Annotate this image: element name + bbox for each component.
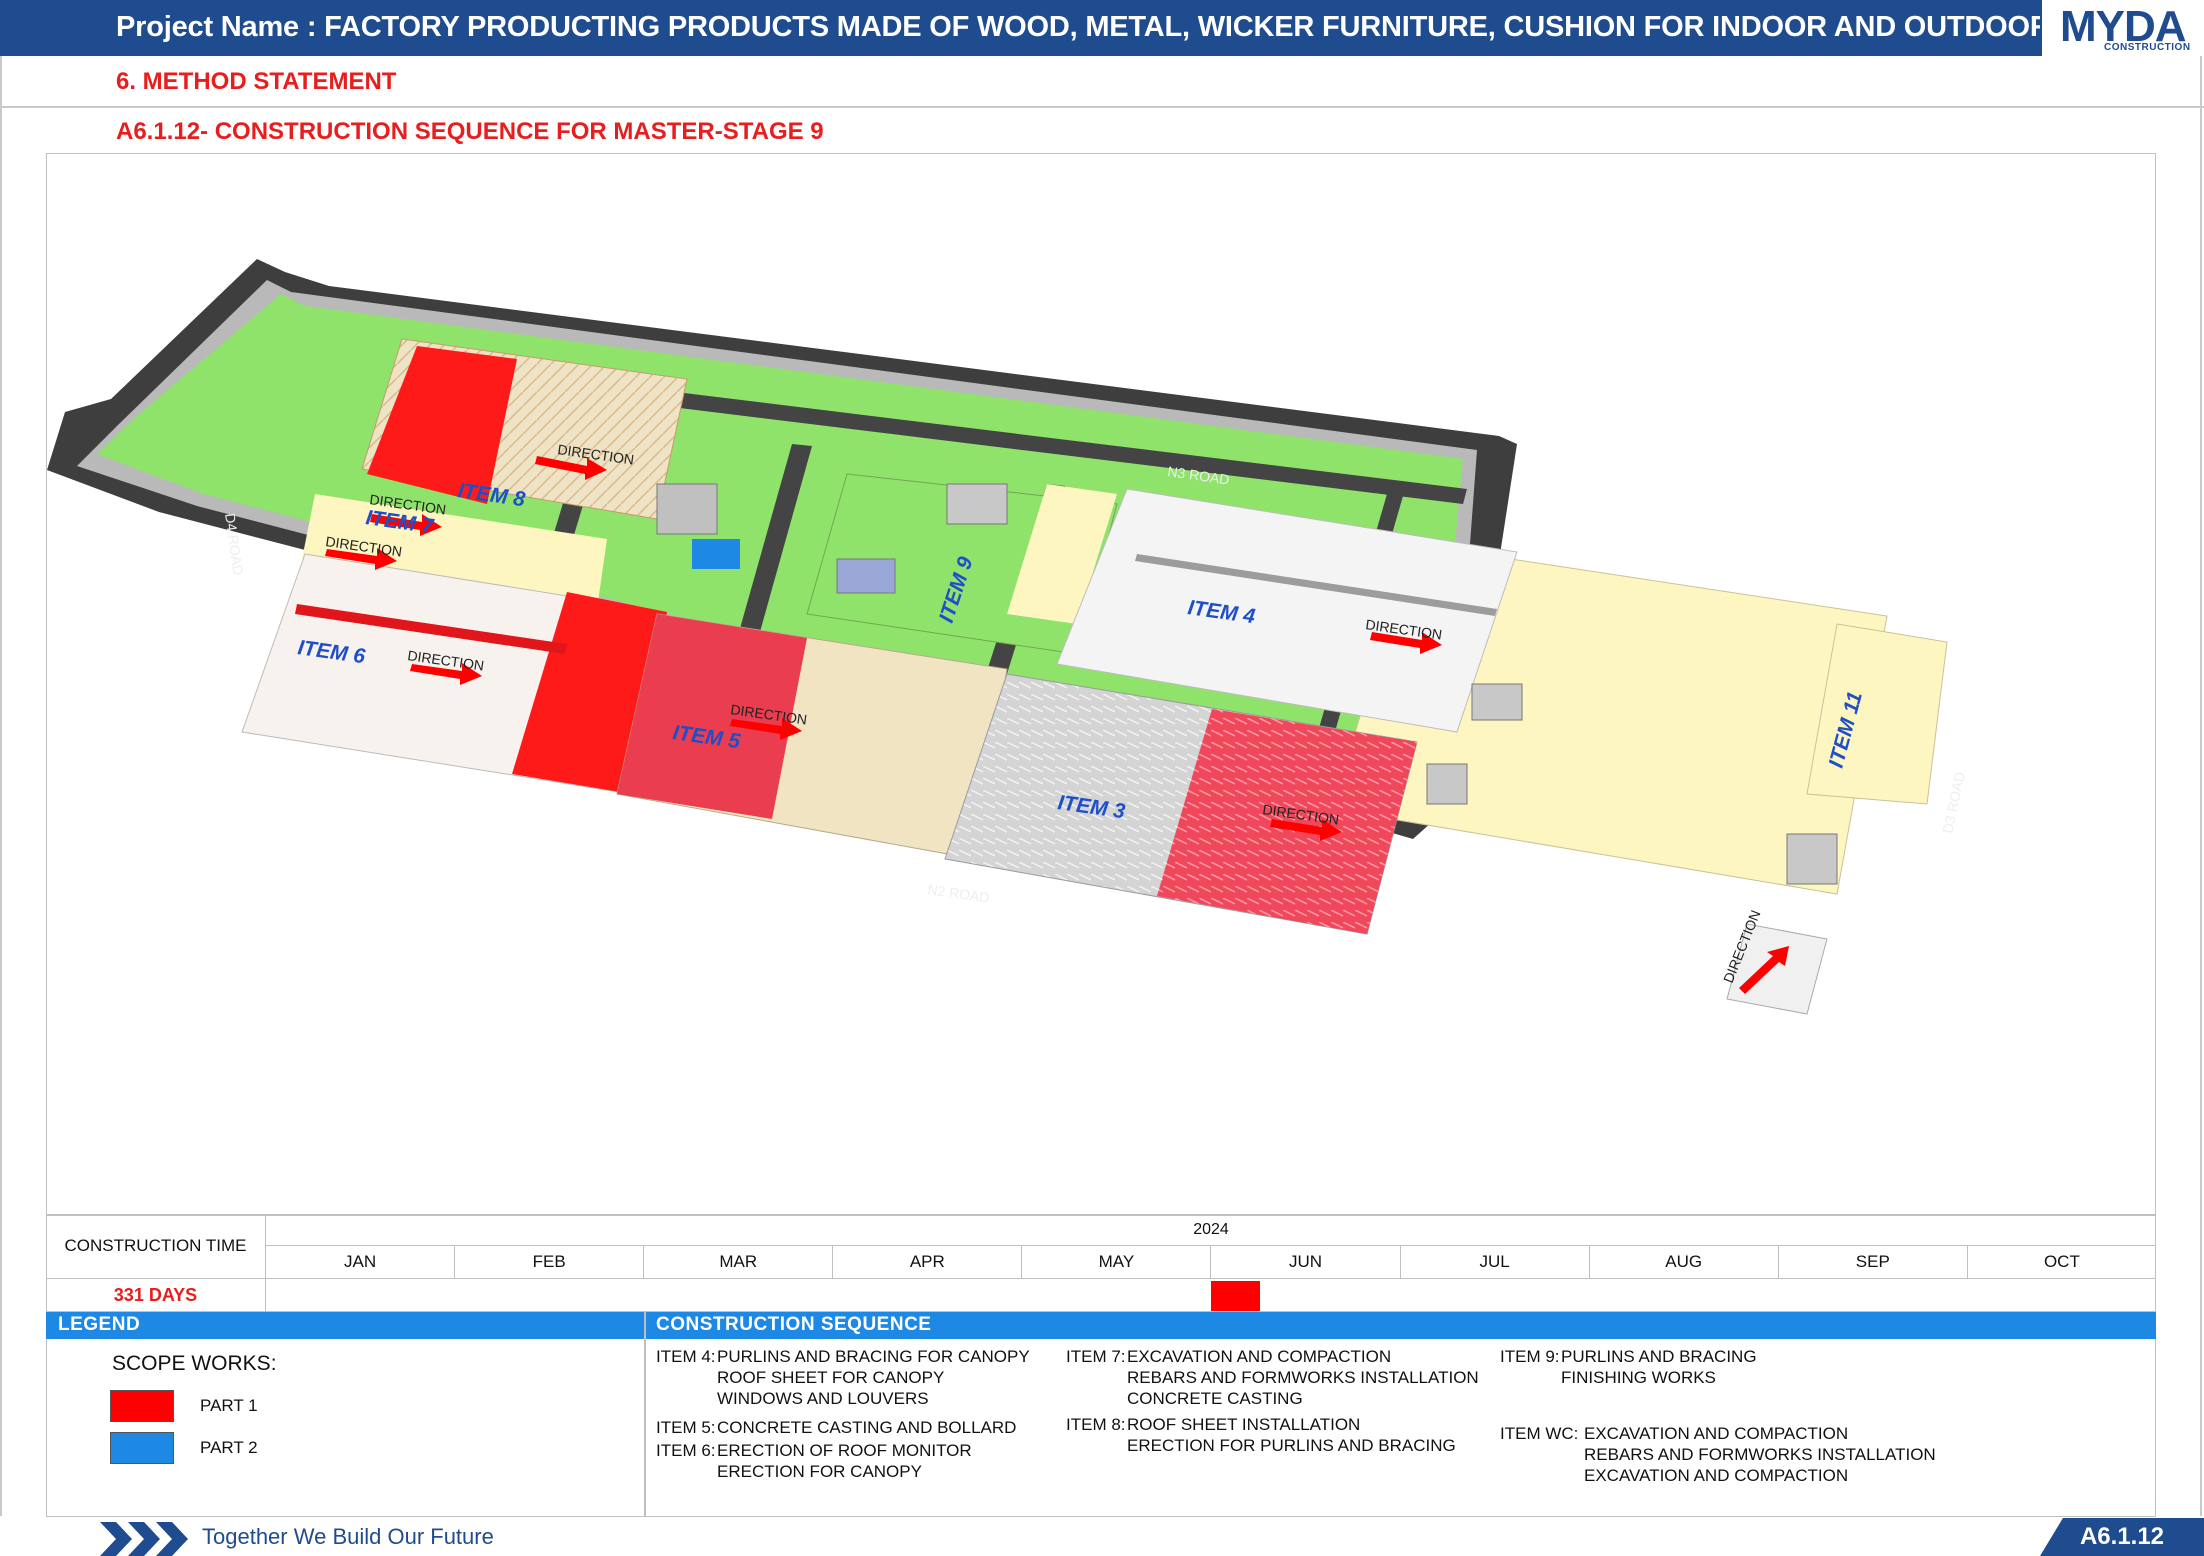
item-6-line: ERECTION OF ROOF MONITOR (717, 1441, 972, 1460)
item-4-line: WINDOWS AND LOUVERS (717, 1389, 929, 1408)
direction-arrow-item-wc (1739, 946, 1789, 994)
item-9-line: PURLINS AND BRACING (1561, 1347, 1757, 1366)
header-bar (0, 0, 2040, 56)
left-frame-line (0, 56, 2, 1516)
sequence-item-8: ITEM 8: ROOF SHEET INSTALLATION ERECTION… (1066, 1414, 1456, 1456)
sequence-item-9: ITEM 9: PURLINS AND BRACING FINISHING WO… (1500, 1346, 1757, 1388)
item-6-head: ITEM 6: (656, 1441, 716, 1460)
sequence-item-5: ITEM 5: CONCRETE CASTING AND BOLLARD (656, 1417, 1016, 1438)
utility-building-4 (1471, 683, 1523, 721)
company-logo (2040, 0, 2204, 56)
item-wc-line: EXCAVATION AND COMPACTION (1584, 1466, 1849, 1485)
item-9-head: ITEM 9: (1500, 1347, 1560, 1366)
section-title: 6. METHOD STATEMENT (116, 68, 397, 95)
footer-slogan: Together We Build Our Future (202, 1524, 494, 1549)
site-plan-drawing: ITEM 8 ITEM 7 ITEM 6 ITEM 5 ITEM 9 ITEM … (46, 153, 2156, 1216)
chevron-right-icon (100, 1522, 188, 1556)
item-8-head: ITEM 8: (1066, 1415, 1126, 1434)
subsection-title: A6.1.12- CONSTRUCTION SEQUENCE FOR MASTE… (116, 118, 824, 145)
utility-building-2 (946, 483, 1008, 525)
construction-days: 331 DAYS (46, 1278, 266, 1312)
project-title: Project Name : FACTORY PRODUCTING PRODUC… (116, 11, 2051, 43)
schedule-year: 2024 (266, 1214, 2156, 1246)
part2-label: PART 2 (200, 1438, 258, 1457)
direction-arrow-item-8 (535, 456, 607, 480)
month-jun: JUN (1211, 1246, 1401, 1278)
item-4-head: ITEM 4: (656, 1347, 716, 1366)
item-6-ridge (295, 604, 567, 654)
month-aug: AUG (1590, 1246, 1779, 1278)
month-oct: OCT (2043, 1252, 2080, 1271)
direction-arrow-item-7 (370, 514, 442, 536)
utility-building-3 (836, 558, 896, 594)
site-plan-svg: ITEM 8 ITEM 7 ITEM 6 ITEM 5 ITEM 9 ITEM … (47, 259, 1968, 1015)
item-7-head: ITEM 7: (1066, 1347, 1126, 1366)
direction-arrows (325, 456, 1789, 994)
direction-arrow-item-3 (1270, 819, 1342, 841)
item-9-slab (1007, 484, 1117, 624)
month-jan: JAN (266, 1246, 456, 1278)
month-sep: SEP (1779, 1246, 1968, 1278)
item-wc-head: ITEM WC: (1500, 1424, 1579, 1443)
month-mar: MAR (644, 1246, 834, 1278)
month-apr: APR (833, 1246, 1023, 1278)
part1-swatch (110, 1390, 174, 1422)
item-5-part1 (617, 614, 807, 819)
utility-building-6 (1786, 833, 1838, 885)
month-feb: FEB (455, 1246, 645, 1278)
item-6-line: ERECTION FOR CANOPY (717, 1462, 922, 1481)
item-4-roof (1056, 488, 1518, 733)
item-wc-line: REBARS AND FORMWORKS INSTALLATION (1584, 1445, 1936, 1464)
sequence-item-7: ITEM 7: EXCAVATION AND COMPACTION REBARS… (1066, 1346, 1479, 1409)
label-d3-road: D3 ROAD (1939, 770, 1968, 834)
sequence-item-6: ITEM 6: ERECTION OF ROOF MONITOR ERECTIO… (656, 1440, 972, 1482)
direction-arrow-item-4 (1370, 632, 1442, 654)
item-7-line: CONCRETE CASTING (1127, 1389, 1303, 1408)
schedule-table (46, 1214, 2156, 1312)
part2-swatch (110, 1432, 174, 1464)
logo-subtitle: CONSTRUCTION (2104, 42, 2191, 53)
direction-arrow-item-6b (410, 663, 482, 685)
item-4-line: ROOF SHEET FOR CANOPY (717, 1368, 945, 1387)
construction-time-label: CONSTRUCTION TIME (46, 1214, 266, 1278)
item-7-line: EXCAVATION AND COMPACTION (1127, 1347, 1392, 1366)
item-11-annex-slab (1806, 623, 1948, 805)
sequence-title: CONSTRUCTION SEQUENCE (656, 1314, 932, 1335)
page-code: A6.1.12 (2040, 1518, 2204, 1556)
sequence-item-4: ITEM 4: PURLINS AND BRACING FOR CANOPY R… (656, 1346, 1030, 1409)
item-8-line: ROOF SHEET INSTALLATION (1127, 1415, 1361, 1434)
item-8-part1 (367, 346, 517, 504)
schedule-months: JAN FEB MAR APR MAY JUN JUL AUG SEP OCT (266, 1246, 2156, 1278)
right-frame-line (2200, 56, 2202, 1516)
item-4-line: PURLINS AND BRACING FOR CANOPY (717, 1347, 1030, 1366)
item-5-line: CONCRETE CASTING AND BOLLARD (717, 1418, 1017, 1437)
legend-box (46, 1339, 2156, 1517)
sequence-item-wc: ITEM WC: EXCAVATION AND COMPACTION REBAR… (1500, 1423, 1936, 1486)
month-may: MAY (1022, 1246, 1212, 1278)
direction-arrow-item-6a (325, 548, 397, 570)
schedule-bar-row (266, 1278, 2156, 1312)
construction-time-bar (1211, 1281, 1261, 1311)
legend-divider (644, 1312, 646, 1517)
item-wc-line: EXCAVATION AND COMPACTION (1584, 1424, 1849, 1443)
utility-building-part2 (692, 539, 740, 569)
item-4-ridge (1135, 554, 1497, 616)
label-n2-road: N2 ROAD (927, 881, 991, 906)
utility-building-1 (656, 483, 718, 535)
legend-header-band (46, 1312, 2156, 1339)
logo-wordmark: MYDA (2060, 2, 2187, 51)
month-jul: JUL (1401, 1246, 1590, 1278)
item-wc-building (1726, 923, 1828, 1015)
scope-works-title: SCOPE WORKS: (112, 1352, 277, 1375)
legend-title: LEGEND (58, 1314, 141, 1335)
section-divider (0, 106, 2204, 108)
direction-arrow-item-5 (730, 718, 802, 740)
item-8-line: ERECTION FOR PURLINS AND BRACING (1127, 1436, 1456, 1455)
item-5-head: ITEM 5: (656, 1418, 716, 1437)
part1-label: PART 1 (200, 1396, 258, 1415)
item-9-line: FINISHING WORKS (1561, 1368, 1716, 1387)
item-7-line: REBARS AND FORMWORKS INSTALLATION (1127, 1368, 1479, 1387)
utility-building-5 (1426, 763, 1468, 805)
